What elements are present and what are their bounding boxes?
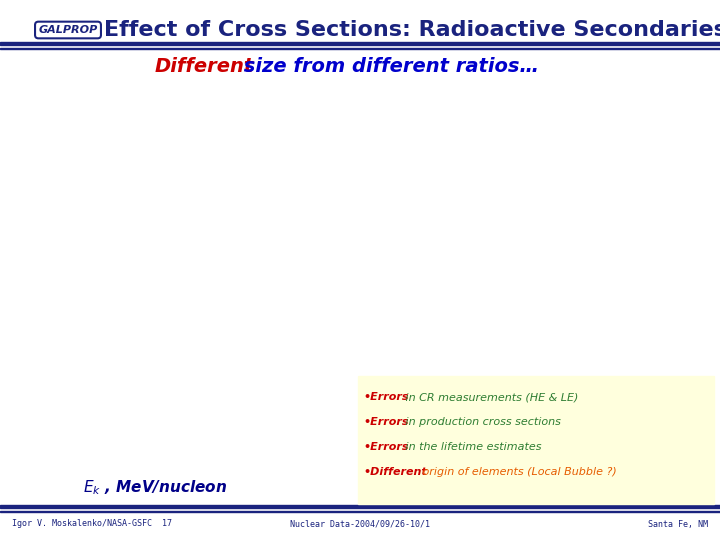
Text: •Errors: •Errors xyxy=(363,392,408,402)
Point xyxy=(27,136,38,145)
Point xyxy=(138,267,149,276)
Point xyxy=(268,354,279,363)
Text: GALPROP: GALPROP xyxy=(38,25,98,35)
Point xyxy=(40,127,51,136)
Point xyxy=(183,295,194,304)
Text: in production cross sections: in production cross sections xyxy=(402,417,561,427)
Bar xyxy=(0,48,720,49)
Point xyxy=(34,126,45,134)
Text: •Errors: •Errors xyxy=(363,417,408,427)
Point xyxy=(66,160,78,169)
Point xyxy=(212,310,224,319)
Text: in CR measurements (HE & LE): in CR measurements (HE & LE) xyxy=(402,392,579,402)
Text: •Errors: •Errors xyxy=(363,442,408,452)
Point xyxy=(131,265,143,274)
Point xyxy=(55,147,67,156)
Point xyxy=(208,337,220,346)
Point xyxy=(234,344,246,353)
Point xyxy=(197,303,208,312)
Bar xyxy=(358,376,714,504)
Text: $^{nat}$Si+p$\rightarrow$$^{26}$Al: $^{nat}$Si+p$\rightarrow$$^{26}$Al xyxy=(198,250,269,266)
Text: ST: ST xyxy=(178,285,192,295)
Point xyxy=(253,332,265,340)
Text: in the lifetime estimates: in the lifetime estimates xyxy=(402,442,541,452)
Point xyxy=(157,282,168,291)
Text: $^{10}_{Be}/\;^{9}_{Be}$: $^{10}_{Be}/\;^{9}_{Be}$ xyxy=(330,331,358,348)
Text: Santa Fe, NM: Santa Fe, NM xyxy=(648,519,708,529)
Point xyxy=(228,320,239,329)
Text: $T_{1/2}$=?: $T_{1/2}$=? xyxy=(654,175,703,195)
Point xyxy=(150,276,162,285)
Text: size from different ratios…: size from different ratios… xyxy=(237,57,539,76)
Bar xyxy=(0,505,720,508)
Text: Nuclear Data-2004/09/26-10/1: Nuclear Data-2004/09/26-10/1 xyxy=(290,519,430,529)
Bar xyxy=(442,157,498,370)
Point xyxy=(188,332,199,340)
Bar xyxy=(297,251,333,289)
Point xyxy=(122,271,134,280)
Text: Igor V. Moskalenko/NASA-GSFC  17: Igor V. Moskalenko/NASA-GSFC 17 xyxy=(12,519,172,529)
Y-axis label: Production cross section, mb: Production cross section, mb xyxy=(71,278,76,348)
Text: $Z_{halo}$,kpc: $Z_{halo}$,kpc xyxy=(482,347,567,369)
Text: Effect of Cross Sections: Radioactive Secondaries: Effect of Cross Sections: Radioactive Se… xyxy=(104,20,720,40)
Point xyxy=(121,191,132,199)
Point xyxy=(78,173,89,181)
Bar xyxy=(0,42,720,45)
Point xyxy=(168,288,180,296)
Point xyxy=(139,196,150,205)
Text: $^{54}_{Mn}/Mn$: $^{54}_{Mn}/Mn$ xyxy=(326,200,358,217)
Text: origin of elements (Local Bubble ?): origin of elements (Local Bubble ?) xyxy=(419,467,617,477)
Bar xyxy=(442,157,498,370)
Point xyxy=(107,188,118,197)
Text: ST: ST xyxy=(24,191,38,201)
Text: $E_k$ , MeV/nucleon: $E_k$ , MeV/nucleon xyxy=(83,478,228,497)
Point xyxy=(90,181,102,190)
Point xyxy=(49,139,60,147)
Text: W: W xyxy=(208,310,219,321)
Point xyxy=(145,272,156,280)
Text: $^{26}_{Al}/^{27}_{Al}$: $^{26}_{Al}/^{27}_{Al}$ xyxy=(334,287,358,305)
Text: W: W xyxy=(145,156,156,166)
Bar xyxy=(0,510,720,512)
Text: $^{36}_{Cl}/Cl$: $^{36}_{Cl}/Cl$ xyxy=(333,244,358,261)
Text: $^{27}$Al+p$\rightarrow$$^{26}$Al: $^{27}$Al+p$\rightarrow$$^{26}$Al xyxy=(127,97,196,112)
Text: Different: Different xyxy=(155,57,254,76)
Polygon shape xyxy=(333,236,346,304)
Text: •Different: •Different xyxy=(363,467,427,477)
